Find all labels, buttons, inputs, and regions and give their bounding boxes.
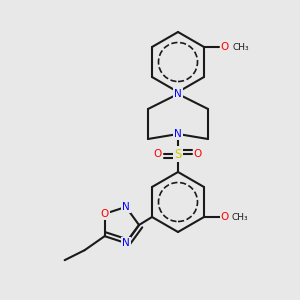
Text: O: O xyxy=(221,42,229,52)
Text: N: N xyxy=(174,89,182,99)
Text: CH₃: CH₃ xyxy=(232,212,249,221)
Text: N: N xyxy=(122,202,130,212)
Text: CH₃: CH₃ xyxy=(233,43,250,52)
Text: O: O xyxy=(221,212,229,222)
Text: S: S xyxy=(174,148,182,160)
Text: O: O xyxy=(154,149,162,159)
Text: N: N xyxy=(174,129,182,139)
Text: N: N xyxy=(122,238,130,248)
Text: O: O xyxy=(194,149,202,159)
Text: O: O xyxy=(100,209,109,219)
